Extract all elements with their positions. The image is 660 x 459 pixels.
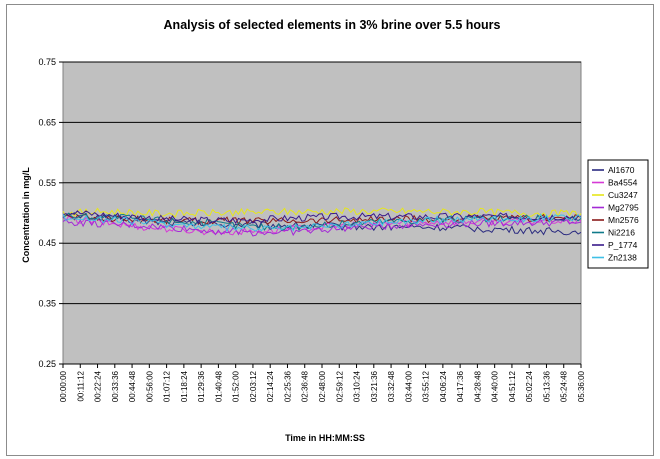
y-axis-label: Concentration in mg/L — [21, 167, 31, 263]
x-tick-label: 00:11:12 — [76, 370, 85, 401]
legend-label: Mn2576 — [608, 215, 639, 225]
x-tick-label: 02:59:12 — [335, 370, 344, 402]
x-tick-label: 01:07:12 — [163, 370, 172, 402]
legend-label: Mg2795 — [608, 203, 639, 213]
x-tick-label: 03:32:48 — [387, 370, 396, 402]
x-tick-label: 03:44:00 — [404, 370, 413, 402]
x-tick-label: 00:00:00 — [59, 370, 68, 402]
x-tick-label: 04:17:36 — [456, 370, 465, 402]
x-axis-label: Time in HH:MM:SS — [285, 433, 365, 443]
x-tick-label: 05:02:24 — [525, 370, 534, 402]
plot-background — [62, 61, 582, 365]
x-tick-label: 04:28:48 — [473, 370, 482, 402]
y-tick-label: 0.45 — [38, 238, 56, 248]
series-line-P_1774 — [62, 210, 582, 225]
chart-canvas: Analysis of selected elements in 3% brin… — [21, 18, 649, 443]
legend-label: Ni2216 — [608, 228, 635, 238]
y-tick-label: 0.25 — [38, 359, 56, 369]
x-tick-label: 05:36:00 — [577, 370, 586, 402]
x-tick-label: 02:36:48 — [301, 370, 310, 402]
y-tick-label: 0.65 — [38, 117, 56, 127]
x-tick-label: 00:56:00 — [145, 370, 154, 402]
x-tick-label: 00:44:48 — [128, 370, 137, 402]
x-tick-label: 01:40:48 — [214, 370, 223, 402]
legend-label: Zn2138 — [608, 253, 637, 263]
chart-container: Analysis of selected elements in 3% brin… — [6, 4, 654, 456]
x-tick-label: 05:24:48 — [560, 370, 569, 402]
x-tick-label: 05:13:36 — [542, 370, 551, 402]
series-line-Mg2795 — [62, 218, 582, 237]
series-line-Zn2138 — [62, 213, 582, 233]
legend-label: Ba4554 — [608, 178, 638, 188]
x-tick-label: 01:29:36 — [197, 370, 206, 402]
legend-label: Cu3247 — [608, 190, 638, 200]
x-tick-label: 02:48:00 — [318, 370, 327, 402]
chart-title: Analysis of selected elements in 3% brin… — [164, 18, 501, 32]
x-tick-label: 02:03:12 — [249, 370, 258, 402]
x-tick-label: 02:14:24 — [266, 370, 275, 402]
x-tick-label: 03:10:24 — [353, 370, 362, 402]
y-tick-label: 0.75 — [38, 57, 56, 67]
x-tick-label: 04:06:24 — [439, 370, 448, 402]
legend-label: P_1774 — [608, 240, 638, 250]
x-tick-label: 04:51:12 — [508, 370, 517, 402]
legend-box — [587, 159, 649, 269]
y-tick-label: 0.35 — [38, 299, 56, 309]
x-tick-label: 00:33:36 — [111, 370, 120, 402]
x-tick-label: 01:52:00 — [232, 370, 241, 402]
y-tick-label: 0.55 — [38, 178, 56, 188]
x-tick-label: 00:22:24 — [94, 370, 103, 402]
legend-label: Al1670 — [608, 165, 635, 175]
x-tick-label: 01:18:24 — [180, 370, 189, 402]
legend: Al1670 Ba4554 Cu3247 Mg2795 Mn2576 Ni2216 P_17… — [587, 159, 649, 269]
x-tick-label: 04:40:00 — [491, 370, 500, 402]
x-tick-label: 03:55:12 — [422, 370, 431, 402]
x-tick-label: 03:21:36 — [370, 370, 379, 402]
x-tick-label: 02:25:36 — [283, 370, 292, 402]
